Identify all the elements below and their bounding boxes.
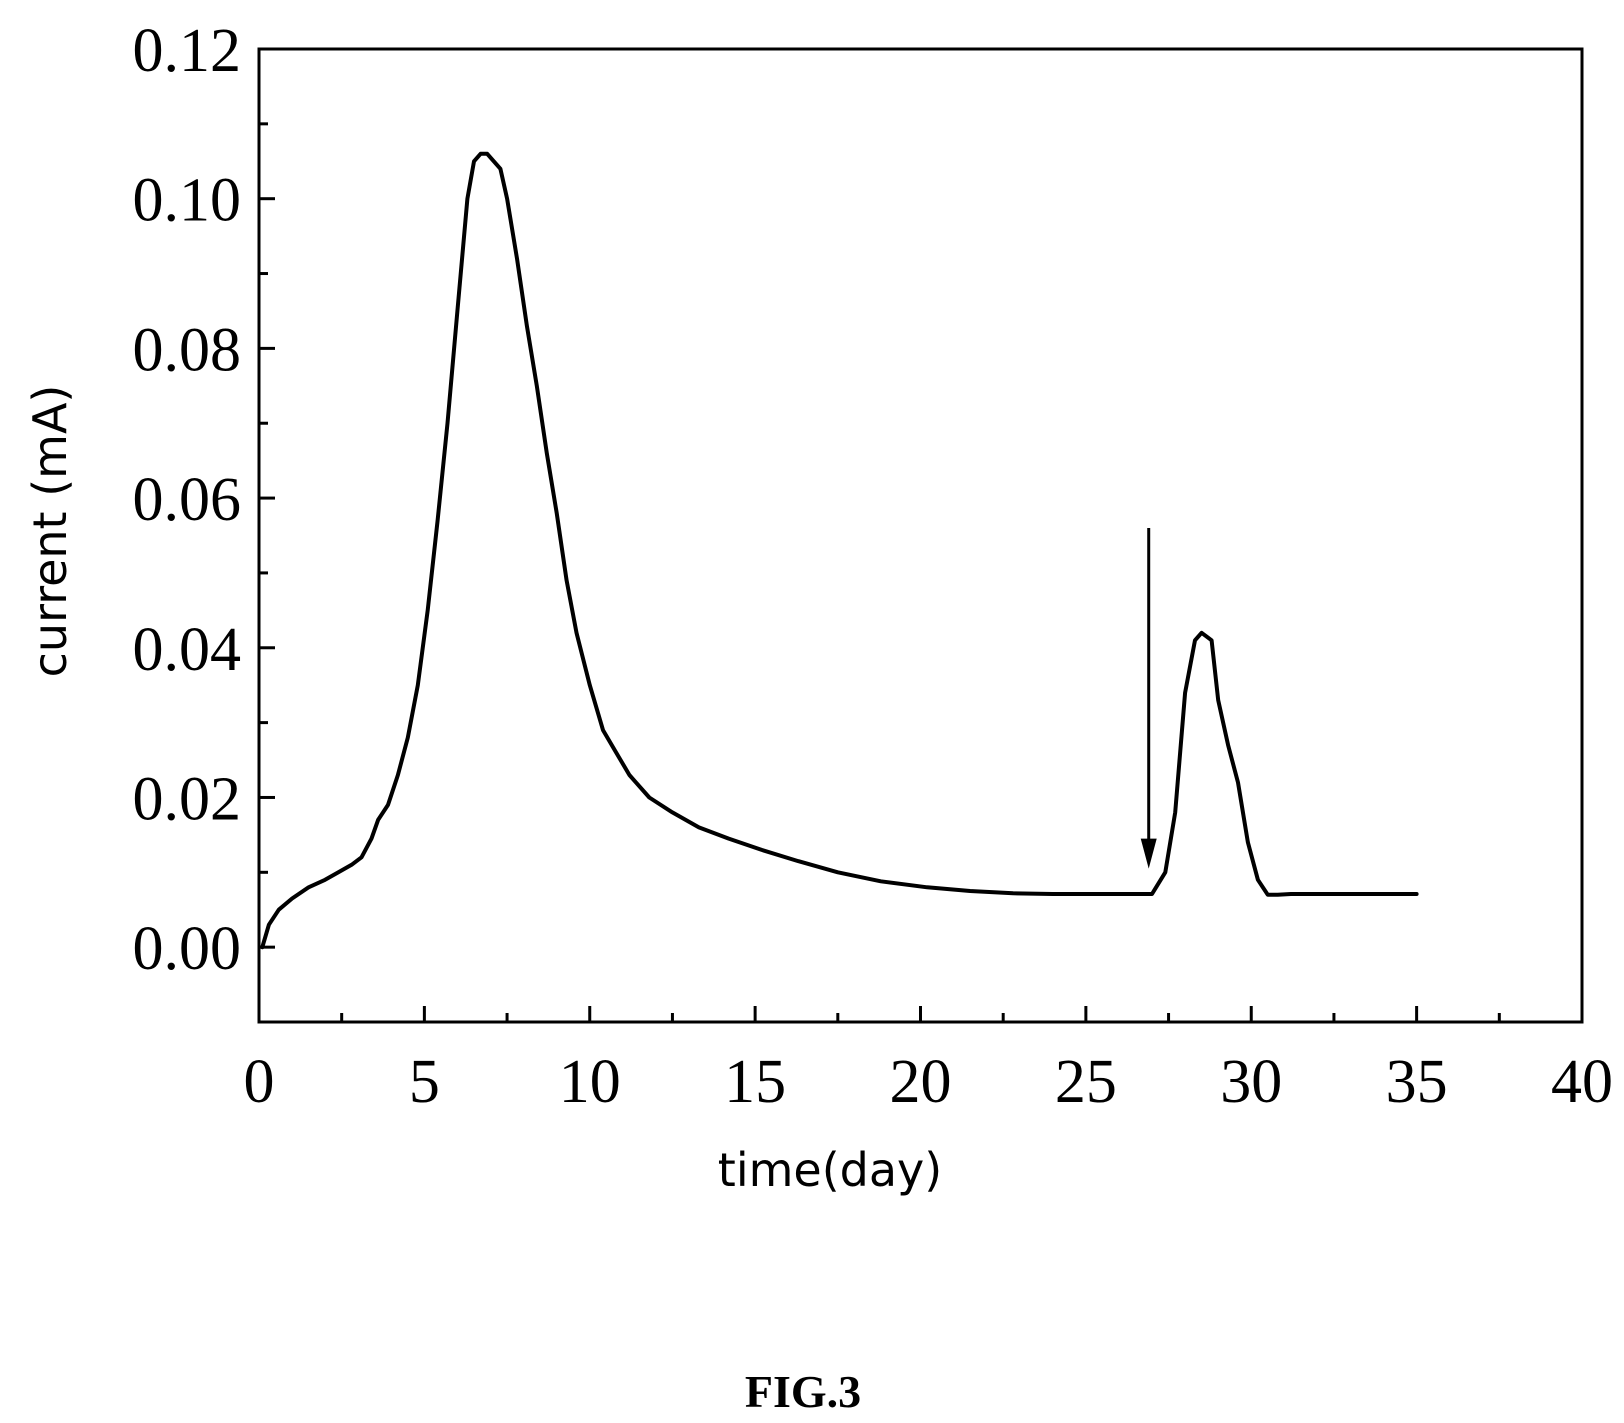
annotation-arrow xyxy=(1140,528,1157,869)
y-axis-title: current (mA) xyxy=(23,385,77,678)
axes-group xyxy=(257,47,1584,1024)
series-line xyxy=(260,151,1419,950)
y-tick-label: 0.04 xyxy=(133,616,242,684)
x-tick-label: 15 xyxy=(724,1048,786,1116)
plot-frame xyxy=(257,47,1584,1024)
x-axis-title: time(day) xyxy=(718,1143,942,1197)
y-tick-label: 0.10 xyxy=(133,167,242,235)
tick-labels-group: 0 5 10 15 20 25 30 35 40 0.00 0.02 0.04 0.06 0.08 0.10… xyxy=(133,17,1614,1116)
x-tick-label: 35 xyxy=(1386,1048,1448,1116)
y-tick-label: 0.02 xyxy=(133,765,242,833)
y-tick-label: 0.08 xyxy=(133,316,242,384)
series-group xyxy=(260,151,1419,950)
y-tick-label: 0.06 xyxy=(133,466,242,534)
x-tick-label: 20 xyxy=(890,1048,952,1116)
arrow-head xyxy=(1140,838,1157,869)
x-tick-label: 25 xyxy=(1055,1048,1117,1116)
y-tick-label: 0.12 xyxy=(133,17,242,85)
ticks-group xyxy=(257,47,1584,1022)
y-tick-label: 0.00 xyxy=(133,915,242,983)
x-tick-label: 30 xyxy=(1220,1048,1282,1116)
x-tick-label: 40 xyxy=(1551,1048,1613,1116)
x-tick-label: 10 xyxy=(559,1048,621,1116)
annotations-group xyxy=(1140,528,1157,869)
figure-caption: FIG.3 xyxy=(745,1366,861,1417)
x-tick-label: 0 xyxy=(244,1048,275,1116)
x-tick-label: 5 xyxy=(409,1048,440,1116)
